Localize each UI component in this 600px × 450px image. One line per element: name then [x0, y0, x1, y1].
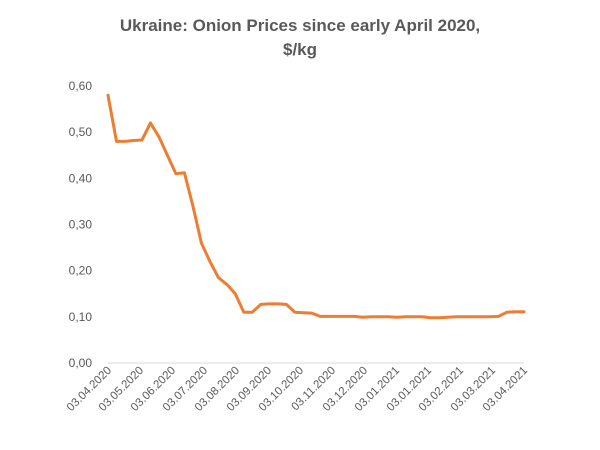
- series-line-0: [106, 93, 526, 320]
- y-tick-label: 0,10: [69, 310, 93, 324]
- y-tick-label: 0,40: [69, 171, 93, 185]
- y-tick-label: 0,60: [69, 79, 93, 93]
- chart-title-line-2: $/kg: [282, 40, 318, 59]
- y-tick-label: 0,30: [69, 218, 93, 232]
- chart-title-line-1: Ukraine: Onion Prices since early April …: [119, 16, 481, 35]
- chart-title: Ukraine: Onion Prices since early April …: [0, 14, 600, 62]
- y-tick-label: 0,20: [69, 264, 93, 278]
- y-tick-label: 0,00: [69, 356, 93, 370]
- y-tick-label: 0,50: [69, 125, 93, 139]
